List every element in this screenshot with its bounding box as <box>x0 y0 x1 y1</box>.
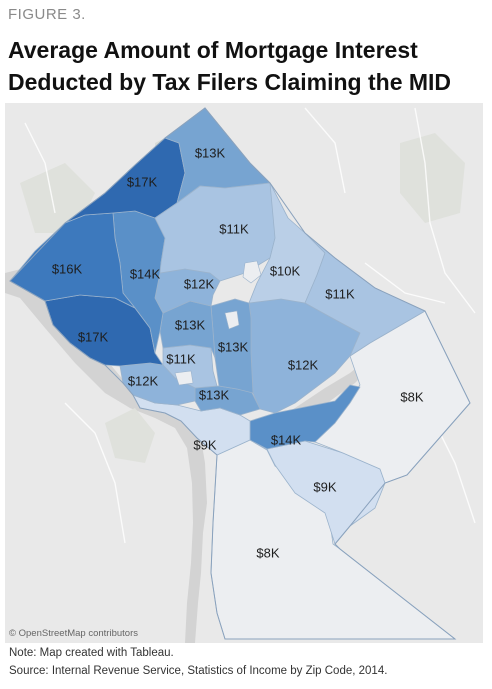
park-southwest <box>105 408 155 463</box>
zip-area-14k-southeast[interactable] <box>249 384 361 450</box>
label-11k-east: $11K <box>325 286 355 301</box>
label-14k-west: $14K <box>130 266 161 281</box>
pocket-downtown <box>174 370 194 386</box>
zip-area-10k-east[interactable] <box>248 182 326 304</box>
figure-label: FIGURE 3. <box>8 6 86 23</box>
source-note: Source: Internal Revenue Service, Statis… <box>9 665 388 677</box>
pocket-north <box>242 260 262 284</box>
label-8k-east: $8K <box>400 389 423 404</box>
label-13k-east: $13K <box>218 339 249 354</box>
label-8k-south: $8K <box>256 545 279 560</box>
label-10k-east: $10K <box>270 263 301 278</box>
map-note: Note: Map created with Tableau. <box>9 647 174 659</box>
park-northeast <box>400 133 465 223</box>
label-13k-central: $13K <box>175 317 206 332</box>
zip-area-9k-southeast[interactable] <box>266 440 386 545</box>
map-title: Average Amount of Mortgage Interest Dedu… <box>8 34 488 98</box>
unshaded-pockets <box>174 260 262 386</box>
label-13k-north: $13K <box>195 145 226 160</box>
label-13k-capitol: $13K <box>199 387 230 402</box>
label-16k-west: $16K <box>52 261 83 276</box>
label-17k-north: $17K <box>127 174 158 189</box>
label-12k-georgetown: $12K <box>128 373 159 388</box>
label-17k-south: $17K <box>78 329 109 344</box>
zip-area-11k-central[interactable] <box>154 182 289 282</box>
district-boundary <box>9 107 471 640</box>
label-11k-downtown: $11K <box>166 351 196 366</box>
zip-areas <box>9 107 471 640</box>
label-12k-east: $12K <box>288 357 319 372</box>
zip-labels: $13K $17K $11K $16K $14K $10K $12K $11K … <box>52 145 424 560</box>
map-attribution[interactable]: © OpenStreetMap contributors <box>9 628 138 639</box>
map-svg: $13K $17K $11K $16K $14K $10K $12K $11K … <box>5 103 483 643</box>
label-14k-southeast: $14K <box>271 432 302 447</box>
label-9k-southwest: $9K <box>193 437 216 452</box>
title-line-1: Average Amount of Mortgage Interest <box>8 37 418 63</box>
label-12k-north: $12K <box>184 276 215 291</box>
label-9k-southeast: $9K <box>313 479 336 494</box>
pocket-central <box>224 310 240 330</box>
label-11k-central: $11K <box>219 221 249 236</box>
choropleth-map[interactable]: $13K $17K $11K $16K $14K $10K $12K $11K … <box>5 103 483 643</box>
title-line-2: Deducted by Tax Filers Claiming the MID <box>8 69 452 95</box>
